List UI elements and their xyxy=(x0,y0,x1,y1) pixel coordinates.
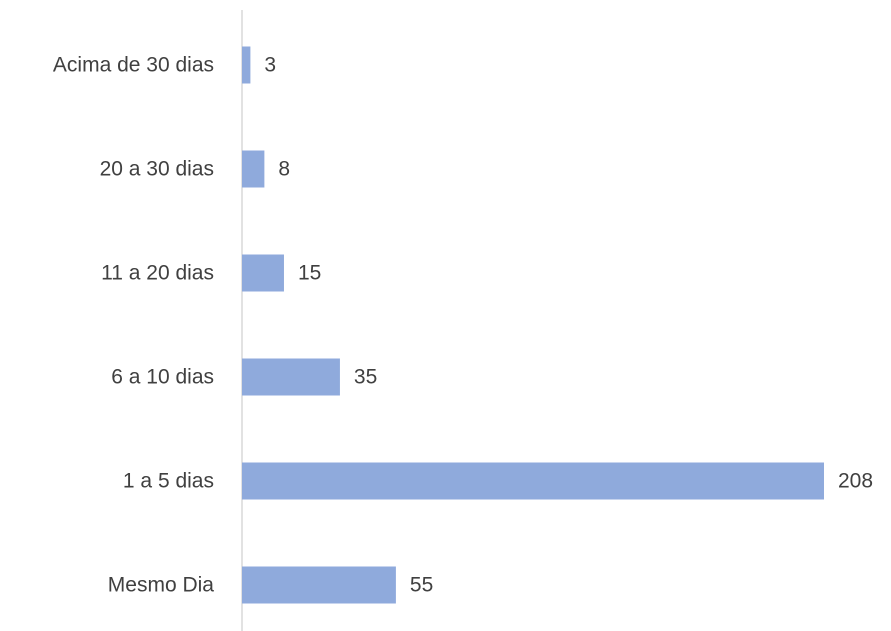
bar xyxy=(242,254,284,292)
data-label: 3 xyxy=(264,54,276,77)
y-tick-label: Mesmo Dia xyxy=(108,574,215,597)
data-label: 35 xyxy=(354,366,377,389)
bar xyxy=(242,46,251,84)
y-tick-label: 6 a 10 dias xyxy=(111,366,214,389)
bar xyxy=(242,462,824,500)
data-label: 55 xyxy=(410,574,433,597)
y-tick-label: 20 a 30 dias xyxy=(100,158,214,181)
data-label: 8 xyxy=(278,158,290,181)
y-tick-label: 1 a 5 dias xyxy=(123,470,214,493)
data-label: 208 xyxy=(838,470,873,493)
bar xyxy=(242,358,340,396)
data-label: 15 xyxy=(298,262,321,285)
bar xyxy=(242,566,396,604)
y-tick-label: 11 a 20 dias xyxy=(101,262,214,285)
y-tick-label: Acima de 30 dias xyxy=(53,54,214,77)
bar xyxy=(242,150,265,188)
